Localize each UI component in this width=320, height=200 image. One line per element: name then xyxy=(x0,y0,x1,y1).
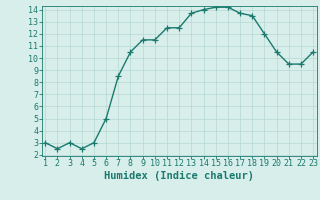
X-axis label: Humidex (Indice chaleur): Humidex (Indice chaleur) xyxy=(104,171,254,181)
